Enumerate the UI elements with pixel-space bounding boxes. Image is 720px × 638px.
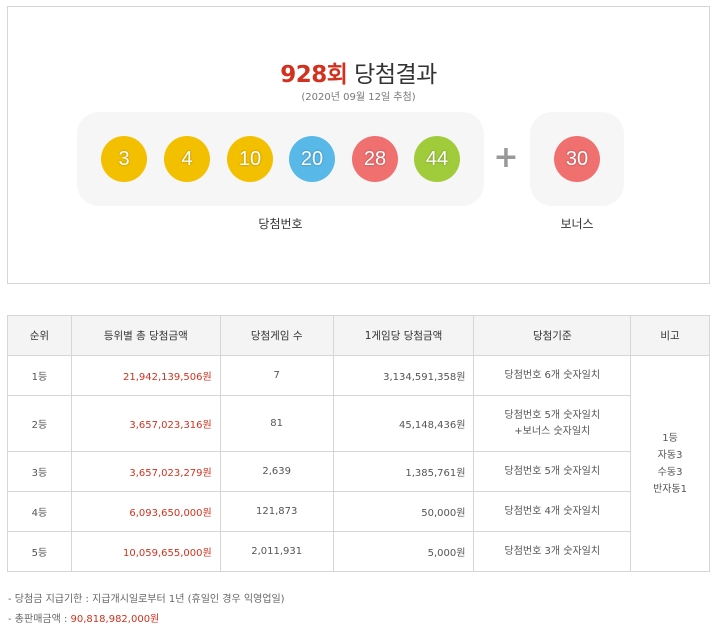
payment-deadline-text: 당첨금 지급기한 : 지급개시일로부터 1년 (휴일인 경우 익영업일) [14, 594, 285, 605]
criteria-count: 5개 [544, 409, 561, 421]
rank-cell: 3등 [7, 451, 72, 492]
draw-date: (2020년 09월 12일 추첨) [301, 92, 416, 103]
games-cell: 81 [219, 395, 334, 452]
note-line: 수동3 [657, 466, 683, 478]
note-line: 반자동1 [653, 483, 688, 495]
criteria-text: 숫자일치 [560, 465, 601, 477]
result-title: 928회 당첨결과 [8, 55, 709, 89]
header-criteria: 당첨기준 [473, 315, 632, 356]
total-sales-label: 총판매금액 : [14, 614, 71, 625]
total-sales-value: 90,818,982,000원 [70, 614, 160, 625]
criteria-cell: 당첨번호 6개 숫자일치 [473, 355, 632, 396]
table-header-row: 순위 등위별 총 당첨금액 당첨게임 수 1게임당 당첨금액 당첨기준 비고 [7, 315, 710, 356]
criteria-text: 숫자일치 [560, 409, 601, 421]
criteria-count: 3개 [544, 545, 561, 557]
criteria-text: 당첨번호 [504, 545, 545, 557]
criteria-count: 6개 [544, 369, 561, 381]
header-total: 등위별 총 당첨금액 [70, 315, 221, 356]
per-game-cell: 1,385,761원 [332, 451, 475, 492]
criteria-text: 숫자일치 [560, 505, 601, 517]
note-cell: 1등 자동3 수동3 반자동1 [630, 355, 710, 572]
winning-numbers-panel: 3 4 10 20 28 44 [77, 112, 484, 206]
rank-cell: 4등 [7, 491, 72, 532]
note-line: 1등 [662, 432, 678, 444]
criteria-cell: 당첨번호 5개 숫자일치 [473, 451, 632, 492]
total-prize-cell: 10,059,655,000원 [70, 531, 221, 572]
prize-table: 순위 등위별 총 당첨금액 당첨게임 수 1게임당 당첨금액 당첨기준 비고 1… [7, 315, 710, 572]
games-cell: 121,873 [219, 491, 334, 532]
header-rank: 순위 [7, 315, 72, 356]
rank-cell: 1등 [7, 355, 72, 396]
number-ball: 28 [352, 136, 398, 182]
per-game-cell: 45,148,436원 [332, 395, 475, 452]
bonus-ball: 30 [554, 136, 600, 182]
games-cell: 2,011,931 [219, 531, 334, 572]
criteria-text: 당첨번호 [504, 369, 545, 381]
table-row: 3등 3,657,023,279원 2,639 1,385,761원 당첨번호 … [7, 451, 710, 492]
per-game-cell: 3,134,591,358원 [332, 355, 475, 396]
payment-deadline-note: - 당첨금 지급기한 : 지급개시일로부터 1년 (휴일인 경우 익영업일) [8, 590, 285, 610]
number-ball: 20 [289, 136, 335, 182]
header-per-game: 1게임당 당첨금액 [332, 315, 475, 356]
bonus-label: 보너스 [560, 217, 594, 231]
criteria-cell: 당첨번호 3개 숫자일치 [473, 531, 632, 572]
per-game-cell: 50,000원 [332, 491, 475, 532]
per-game-cell: 5,000원 [332, 531, 475, 572]
criteria-text: 당첨번호 [504, 465, 545, 477]
total-prize-cell: 3,657,023,316원 [70, 395, 221, 452]
total-sales-note: - 총판매금액 : 90,818,982,000원 [8, 610, 285, 630]
rank-cell: 5등 [7, 531, 72, 572]
header-games: 당첨게임 수 [219, 315, 334, 356]
criteria-cell: 당첨번호 4개 숫자일치 [473, 491, 632, 532]
table-row: 1등 21,942,139,506원 7 3,134,591,358원 당첨번호… [7, 355, 710, 572]
bullet: - [8, 594, 12, 605]
number-ball: 10 [227, 136, 273, 182]
bullet: - [8, 614, 12, 625]
winning-numbers-label: 당첨번호 [258, 217, 303, 231]
table-row: 2등 3,657,023,316원 81 45,148,436원 당첨번호 5개… [7, 395, 710, 452]
rank-cell: 2등 [7, 395, 72, 452]
round-number: 928회 [280, 62, 348, 88]
criteria-text: 숫자일치 [560, 545, 601, 557]
criteria-cell: 당첨번호 5개 숫자일치 +보너스 숫자일치 [473, 395, 632, 452]
criteria-count: 5개 [544, 465, 561, 477]
total-prize-cell: 6,093,650,000원 [70, 491, 221, 532]
note-line: 자동3 [657, 449, 683, 461]
number-ball: 4 [164, 136, 210, 182]
header-note: 비고 [630, 315, 710, 356]
table-row: 5등 10,059,655,000원 2,011,931 5,000원 당첨번호… [7, 531, 710, 572]
plus-icon: + [493, 140, 519, 175]
criteria-text: 당첨번호 [504, 409, 545, 421]
criteria-text: 당첨번호 [504, 505, 545, 517]
criteria-bonus-text: +보너스 숫자일치 [514, 425, 591, 437]
total-prize-cell: 21,942,139,506원 [70, 355, 221, 396]
criteria-count: 4개 [544, 505, 561, 517]
table-row: 4등 6,093,650,000원 121,873 50,000원 당첨번호 4… [7, 491, 710, 532]
footnotes: - 당첨금 지급기한 : 지급개시일로부터 1년 (휴일인 경우 익영업일) -… [8, 590, 285, 630]
games-cell: 7 [219, 355, 334, 396]
number-ball: 3 [101, 136, 147, 182]
bonus-number-panel: 30 [530, 112, 624, 206]
number-ball: 44 [414, 136, 460, 182]
title-suffix: 당첨결과 [354, 62, 437, 88]
criteria-text: 숫자일치 [560, 369, 601, 381]
total-prize-cell: 3,657,023,279원 [70, 451, 221, 492]
games-cell: 2,639 [219, 451, 334, 492]
